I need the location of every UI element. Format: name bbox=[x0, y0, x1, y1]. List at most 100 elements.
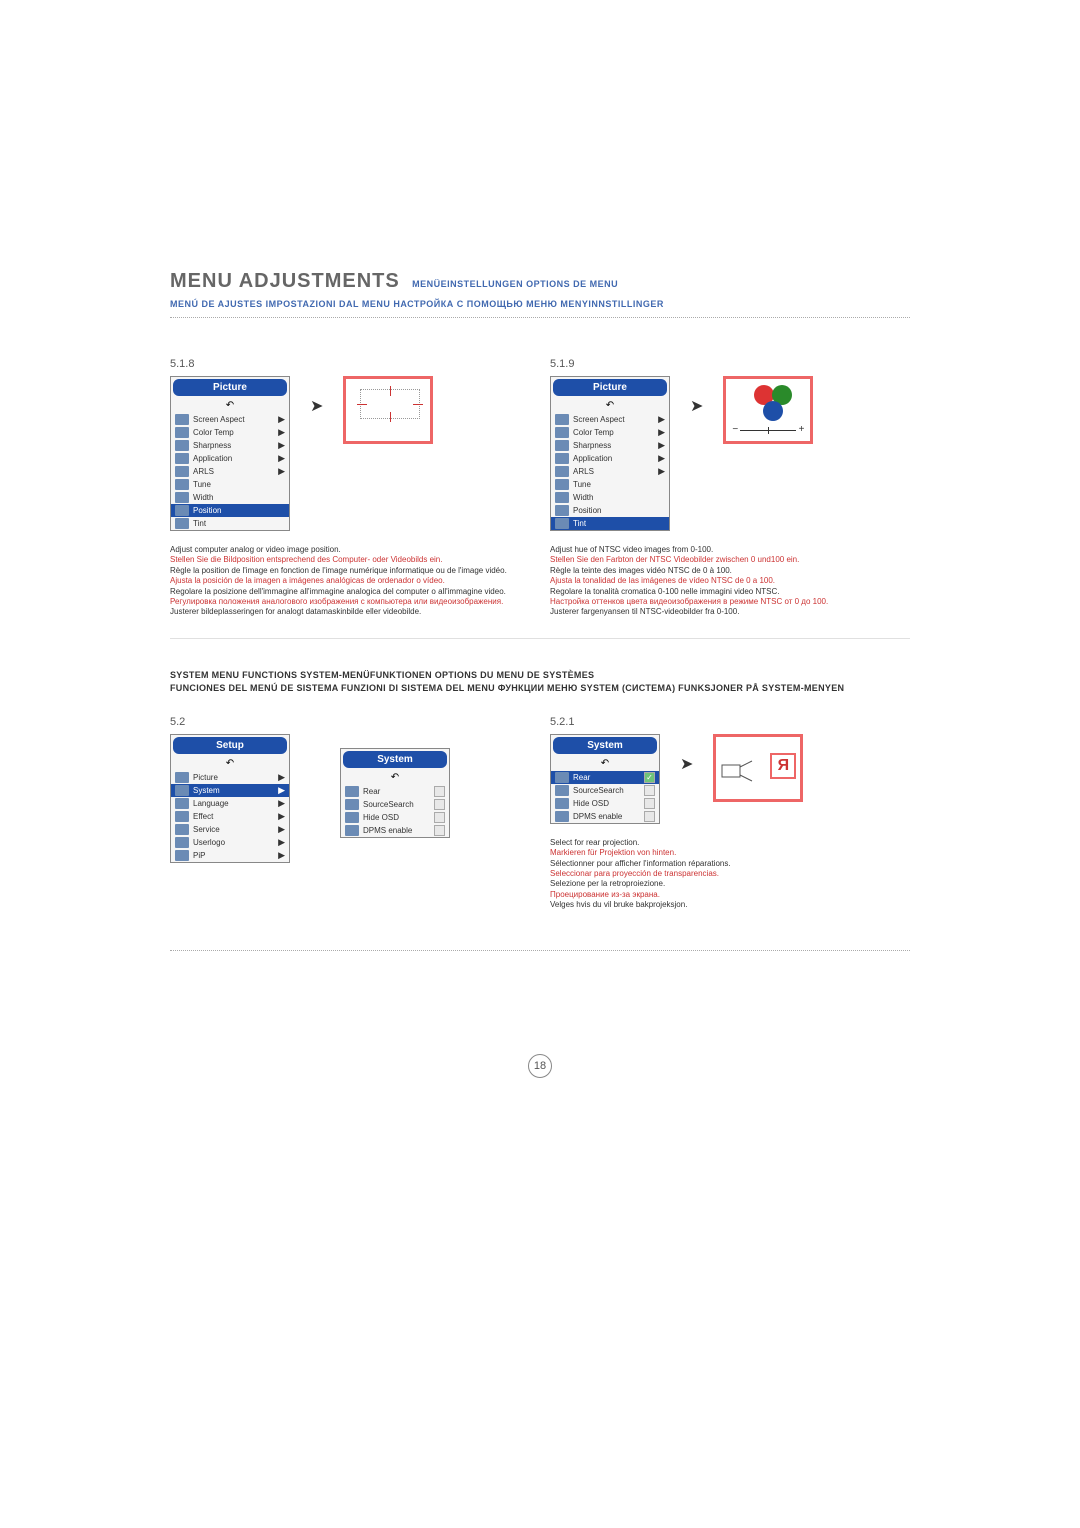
menu-item-application[interactable]: Application▶ bbox=[171, 452, 289, 465]
menu-item-tune[interactable]: Tune bbox=[551, 478, 669, 491]
system-heading: SYSTEM MENU FUNCTIONS SYSTEM-MENÜFUNKTIO… bbox=[170, 669, 910, 696]
menu-item-dpms-enable[interactable]: DPMS enable bbox=[341, 824, 449, 837]
menu-item-label: DPMS enable bbox=[573, 812, 644, 821]
menu-item-hide-osd[interactable]: Hide OSD bbox=[551, 797, 659, 810]
checkbox[interactable]: ✓ bbox=[644, 772, 655, 783]
section-number: 5.1.9 bbox=[550, 358, 910, 370]
preview-rear: Я bbox=[713, 734, 803, 802]
menu-item-width[interactable]: Width bbox=[551, 491, 669, 504]
menu-item-system[interactable]: System▶ bbox=[171, 784, 289, 797]
menu-item-screen-aspect[interactable]: Screen Aspect▶ bbox=[551, 413, 669, 426]
menu-item-service[interactable]: Service▶ bbox=[171, 823, 289, 836]
checkbox[interactable] bbox=[644, 798, 655, 809]
submenu-system: System ↶ RearSourceSearchHide OSDDPMS en… bbox=[340, 748, 450, 838]
menu-item-label: Picture bbox=[193, 773, 278, 782]
menu-item-icon bbox=[175, 492, 189, 503]
menu-item-icon bbox=[555, 518, 569, 529]
menu-item-label: ARLS bbox=[193, 467, 278, 476]
menu-item-tint[interactable]: Tint bbox=[551, 517, 669, 530]
menu-item-label: Color Temp bbox=[193, 428, 278, 437]
chevron-right-icon: ▶ bbox=[278, 850, 285, 861]
page-subtitle-1: MENÜEINSTELLUNGEN OPTIONS DE MENU bbox=[412, 279, 618, 289]
menu-item-sharpness[interactable]: Sharpness▶ bbox=[551, 439, 669, 452]
menu-item-picture[interactable]: Picture▶ bbox=[171, 771, 289, 784]
menu-item-sourcesearch[interactable]: SourceSearch bbox=[341, 798, 449, 811]
menu-item-icon bbox=[555, 811, 569, 822]
menu-item-position[interactable]: Position bbox=[171, 504, 289, 517]
menu-item-width[interactable]: Width bbox=[171, 491, 289, 504]
description-521: Select for rear projection. Markieren fü… bbox=[550, 838, 910, 911]
chevron-right-icon: ▶ bbox=[278, 466, 285, 477]
menu-item-label: Application bbox=[573, 454, 658, 463]
menu-item-label: Screen Aspect bbox=[573, 415, 658, 424]
menu-item-color-temp[interactable]: Color Temp▶ bbox=[551, 426, 669, 439]
menu-item-hide-osd[interactable]: Hide OSD bbox=[341, 811, 449, 824]
menu-item-icon bbox=[175, 824, 189, 835]
menu-item-label: Tint bbox=[573, 519, 665, 528]
menu-item-effect[interactable]: Effect▶ bbox=[171, 810, 289, 823]
menu-header: Setup bbox=[173, 737, 287, 754]
section-519: 5.1.9 Picture ↶ Screen Aspect▶Color Temp… bbox=[550, 358, 910, 618]
chevron-right-icon: ▶ bbox=[278, 785, 285, 796]
chevron-right-icon: ▶ bbox=[278, 414, 285, 425]
menu-item-tune[interactable]: Tune bbox=[171, 478, 289, 491]
menu-back-icon[interactable]: ↶ bbox=[341, 770, 449, 785]
chevron-right-icon: ▶ bbox=[278, 772, 285, 783]
menu-item-icon bbox=[555, 492, 569, 503]
rear-glyph: Я bbox=[770, 753, 796, 779]
menu-item-icon bbox=[345, 812, 359, 823]
menu-item-rear[interactable]: Rear✓ bbox=[551, 771, 659, 784]
checkbox[interactable] bbox=[434, 812, 445, 823]
checkbox[interactable] bbox=[644, 811, 655, 822]
menu-item-tint[interactable]: Tint bbox=[171, 517, 289, 530]
menu-item-pip[interactable]: PiP▶ bbox=[171, 849, 289, 862]
menu-item-label: Sharpness bbox=[573, 441, 658, 450]
menu-back-icon[interactable]: ↶ bbox=[551, 756, 659, 771]
chevron-right-icon: ▶ bbox=[278, 824, 285, 835]
menu-item-icon bbox=[175, 811, 189, 822]
menu-system-521: System ↶ Rear✓SourceSearchHide OSDDPMS e… bbox=[550, 734, 660, 824]
menu-item-color-temp[interactable]: Color Temp▶ bbox=[171, 426, 289, 439]
menu-item-icon bbox=[175, 453, 189, 464]
menu-item-label: Tune bbox=[573, 480, 665, 489]
menu-item-rear[interactable]: Rear bbox=[341, 785, 449, 798]
menu-item-label: Tint bbox=[193, 519, 285, 528]
menu-item-icon bbox=[555, 479, 569, 490]
menu-item-language[interactable]: Language▶ bbox=[171, 797, 289, 810]
menu-header: Picture bbox=[553, 379, 667, 396]
menu-back-icon[interactable]: ↶ bbox=[171, 398, 289, 413]
menu-item-icon bbox=[555, 453, 569, 464]
menu-item-label: Rear bbox=[363, 787, 434, 796]
checkbox[interactable] bbox=[434, 799, 445, 810]
menu-item-icon bbox=[175, 798, 189, 809]
menu-item-userlogo[interactable]: Userlogo▶ bbox=[171, 836, 289, 849]
checkbox[interactable] bbox=[644, 785, 655, 796]
menu-item-label: Hide OSD bbox=[573, 799, 644, 808]
checkbox[interactable] bbox=[434, 786, 445, 797]
menu-item-position[interactable]: Position bbox=[551, 504, 669, 517]
menu-item-label: DPMS enable bbox=[363, 826, 434, 835]
menu-item-dpms-enable[interactable]: DPMS enable bbox=[551, 810, 659, 823]
menu-item-sharpness[interactable]: Sharpness▶ bbox=[171, 439, 289, 452]
menu-item-icon bbox=[175, 427, 189, 438]
chevron-right-icon: ▶ bbox=[278, 453, 285, 464]
checkbox[interactable] bbox=[434, 825, 445, 836]
menu-item-label: Color Temp bbox=[573, 428, 658, 437]
chevron-right-icon: ▶ bbox=[658, 440, 665, 451]
menu-item-icon bbox=[555, 466, 569, 477]
menu-item-label: PiP bbox=[193, 851, 278, 860]
menu-item-arls[interactable]: ARLS▶ bbox=[171, 465, 289, 478]
menu-item-icon bbox=[175, 505, 189, 516]
page-title: MENU ADJUSTMENTS bbox=[170, 270, 400, 292]
arrow-right-icon: ➤ bbox=[690, 396, 703, 416]
menu-item-application[interactable]: Application▶ bbox=[551, 452, 669, 465]
description-519: Adjust hue of NTSC video images from 0-1… bbox=[550, 545, 910, 618]
menu-back-icon[interactable]: ↶ bbox=[171, 756, 289, 771]
menu-item-arls[interactable]: ARLS▶ bbox=[551, 465, 669, 478]
menu-item-sourcesearch[interactable]: SourceSearch bbox=[551, 784, 659, 797]
menu-item-icon bbox=[175, 414, 189, 425]
menu-back-icon[interactable]: ↶ bbox=[551, 398, 669, 413]
menu-item-screen-aspect[interactable]: Screen Aspect▶ bbox=[171, 413, 289, 426]
menu-item-icon bbox=[555, 798, 569, 809]
menu-item-label: Service bbox=[193, 825, 278, 834]
